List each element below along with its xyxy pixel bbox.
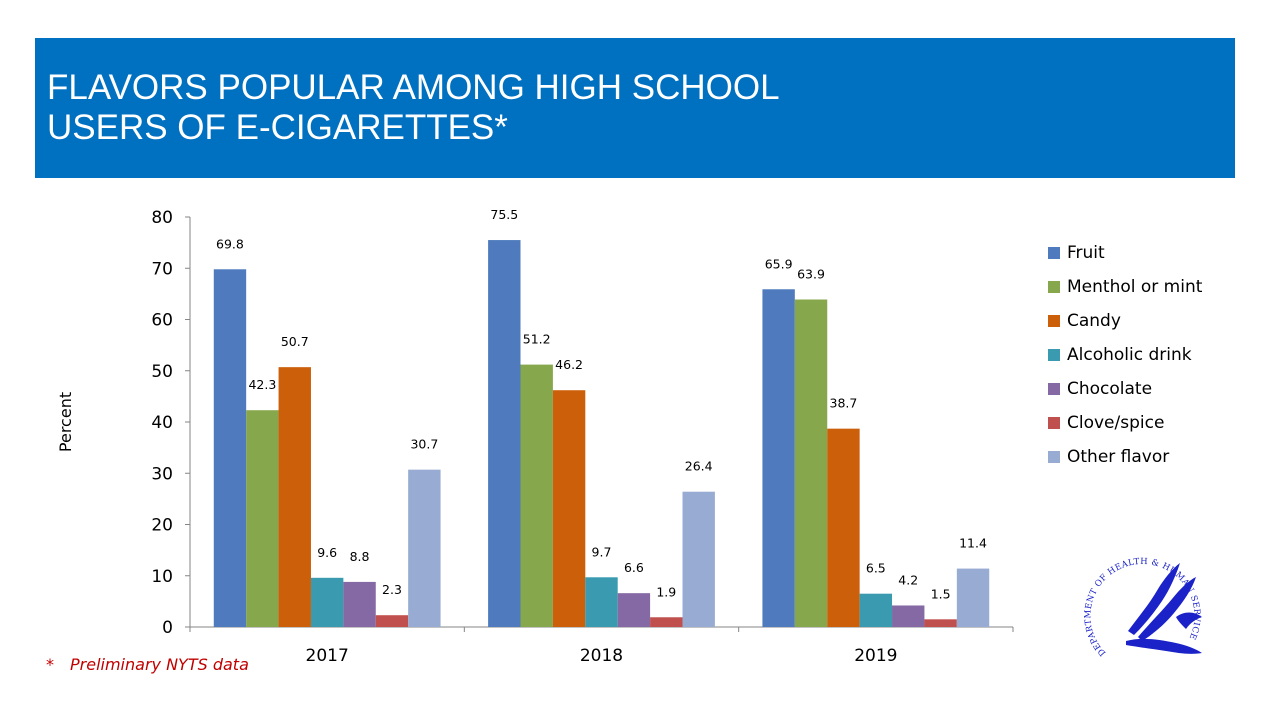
bar-candy-2017 <box>278 367 311 627</box>
data-label: 63.9 <box>797 267 825 282</box>
bar-menthol-or-mint-2017 <box>246 410 279 627</box>
footnote-marker: * <box>46 655 54 674</box>
legend-swatch <box>1048 349 1060 361</box>
bar-other-flavor-2019 <box>956 568 990 627</box>
data-label: 1.5 <box>931 586 951 601</box>
data-label: 8.8 <box>350 549 370 564</box>
bar-fruit-2017 <box>213 269 247 627</box>
legend-label: Other flavor <box>1067 447 1170 467</box>
data-label: 6.6 <box>624 560 644 575</box>
legend-label: Alcoholic drink <box>1067 345 1192 365</box>
y-tick-label: 50 <box>151 362 173 382</box>
legend-label: Clove/spice <box>1067 413 1165 433</box>
legend-swatch <box>1048 451 1060 463</box>
bar-chocolate-2019 <box>892 605 925 627</box>
bar-fruit-2018 <box>488 240 521 627</box>
bar-candy-2019 <box>827 428 860 627</box>
legend-swatch <box>1048 315 1060 327</box>
data-label: 75.5 <box>490 207 518 222</box>
y-tick-label: 10 <box>151 567 173 587</box>
data-label: 42.3 <box>248 377 276 392</box>
y-tick-label: 20 <box>151 516 173 536</box>
x-tick-label: 2017 <box>306 646 349 666</box>
data-label: 1.9 <box>656 584 676 599</box>
bar-clove-spice-2019 <box>924 619 957 627</box>
y-tick-label: 0 <box>162 618 173 638</box>
legend-item: Alcoholic drink <box>1048 338 1202 372</box>
y-tick-label: 30 <box>151 464 173 484</box>
legend-swatch <box>1048 417 1060 429</box>
bar-clove-spice-2018 <box>650 617 683 627</box>
y-axis-title: Percent <box>56 392 75 452</box>
legend-label: Candy <box>1067 311 1121 331</box>
bar-clove-spice-2017 <box>375 615 409 627</box>
legend-item: Chocolate <box>1048 372 1202 406</box>
y-tick-label: 40 <box>151 413 173 433</box>
legend-item: Other flavor <box>1048 440 1202 474</box>
data-label: 30.7 <box>410 437 438 452</box>
bar-chocolate-2018 <box>617 593 651 627</box>
bar-chocolate-2017 <box>343 581 376 627</box>
x-tick-label: 2019 <box>854 646 897 666</box>
data-label: 65.9 <box>765 256 793 271</box>
data-label: 9.6 <box>317 545 337 560</box>
footnote-text: Preliminary NYTS data <box>70 655 249 674</box>
data-label: 4.2 <box>898 572 918 587</box>
y-tick-label: 70 <box>151 259 173 279</box>
slide-title-line-2: USERS OF E-CIGARETTES* <box>47 108 508 147</box>
data-label: 9.7 <box>592 544 612 559</box>
y-tick-label: 80 <box>151 208 173 228</box>
legend-swatch <box>1048 383 1060 395</box>
x-tick-label: 2018 <box>580 646 623 666</box>
legend-item: Fruit <box>1048 236 1202 270</box>
legend-item: Clove/spice <box>1048 406 1202 440</box>
title-banner: FLAVORS POPULAR AMONG HIGH SCHOOL USERS … <box>35 38 1235 178</box>
bar-alcoholic-drink-2018 <box>585 577 618 627</box>
bar-alcoholic-drink-2019 <box>859 593 893 627</box>
data-label: 38.7 <box>830 396 858 411</box>
legend-label: Chocolate <box>1067 379 1153 399</box>
bar-fruit-2019 <box>762 289 795 627</box>
y-tick-label: 60 <box>151 311 173 331</box>
data-label: 50.7 <box>281 334 309 349</box>
chart-legend: Fruit Menthol or mint Candy Alcoholic drink… <box>1048 236 1202 474</box>
legend-swatch <box>1048 247 1060 259</box>
legend-label: Menthol or mint <box>1067 277 1203 297</box>
bar-other-flavor-2017 <box>408 469 441 627</box>
data-label: 69.8 <box>216 236 244 251</box>
slide-title-line-1: FLAVORS POPULAR AMONG HIGH SCHOOL <box>47 68 780 107</box>
data-label: 46.2 <box>555 357 583 372</box>
data-label: 6.5 <box>866 561 886 576</box>
data-label: 51.2 <box>523 332 551 347</box>
data-label: 11.4 <box>959 536 987 551</box>
hhs-seal-icon: DEPARTMENT OF HEALTH & HUMAN SERVICES · … <box>1080 545 1202 658</box>
legend-swatch <box>1048 281 1060 293</box>
bar-candy-2018 <box>552 390 586 627</box>
legend-item: Menthol or mint <box>1048 270 1202 304</box>
footnote: * Preliminary NYTS data <box>46 655 249 674</box>
bar-menthol-or-mint-2019 <box>794 299 828 627</box>
bar-menthol-or-mint-2018 <box>520 364 553 627</box>
data-label: 26.4 <box>685 459 713 474</box>
data-label: 2.3 <box>382 582 402 597</box>
legend-label: Fruit <box>1067 243 1105 263</box>
bar-other-flavor-2018 <box>682 491 715 627</box>
bar-alcoholic-drink-2017 <box>310 577 344 627</box>
legend-item: Candy <box>1048 304 1202 338</box>
